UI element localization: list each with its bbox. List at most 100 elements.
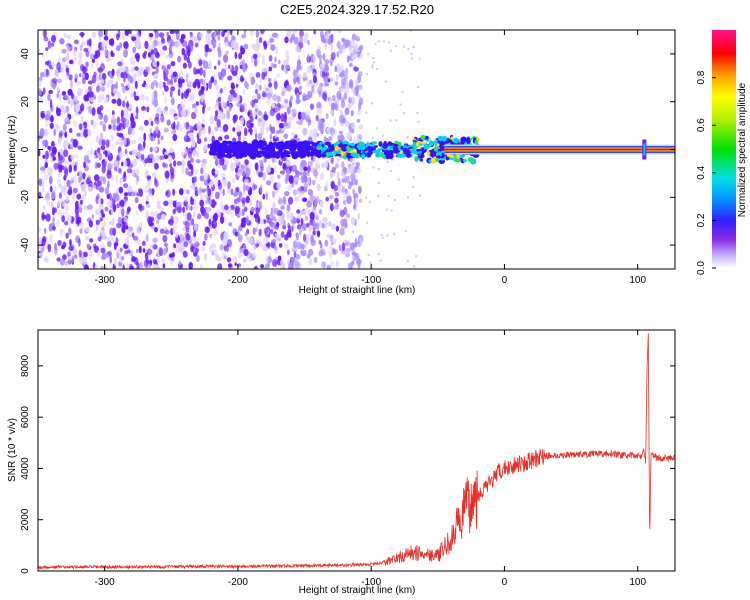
noise-mark xyxy=(297,65,302,70)
noise-mark xyxy=(208,198,213,206)
noise-mark xyxy=(40,72,45,78)
noise-mark xyxy=(246,82,249,90)
noise-mark xyxy=(158,247,164,257)
noise-mark xyxy=(307,209,311,216)
noise-mark xyxy=(189,220,193,227)
noise-mark xyxy=(341,44,346,54)
echo-mark xyxy=(248,147,253,154)
echo-mark xyxy=(284,140,289,147)
noise-mark xyxy=(327,30,331,34)
noise-mark xyxy=(357,244,360,247)
noise-mark xyxy=(188,203,192,212)
noise-mark xyxy=(245,185,250,191)
noise-mark xyxy=(270,44,276,51)
noise-mark xyxy=(299,35,303,44)
noise-mark xyxy=(339,71,345,78)
noise-mark xyxy=(83,251,88,258)
noise-mark xyxy=(324,41,328,50)
noise-mark xyxy=(262,172,266,181)
noise-mark xyxy=(74,200,80,210)
noise-mark xyxy=(159,155,165,161)
noise-mark xyxy=(330,52,336,60)
noise-mark xyxy=(252,53,258,60)
noise-mark xyxy=(135,210,139,216)
noise-mark xyxy=(276,112,281,121)
colorbar-tick-label: 0.4 xyxy=(696,165,707,179)
noise-mark xyxy=(46,197,50,207)
noise-mark xyxy=(308,225,314,231)
noise-mark xyxy=(340,134,344,141)
noise-mark xyxy=(254,126,258,134)
noise-mark xyxy=(278,122,285,129)
noise-mark xyxy=(55,106,59,113)
noise-mark xyxy=(119,254,123,264)
noise-mark xyxy=(238,52,243,60)
noise-mark xyxy=(306,200,313,208)
noise-mark xyxy=(320,62,325,69)
noise-mark xyxy=(166,64,171,70)
snr-ylabel: SNR (10 * v/v) xyxy=(7,418,18,482)
noise-mark xyxy=(234,231,238,237)
noise-mark xyxy=(95,59,99,68)
noise-mark xyxy=(131,191,136,197)
echo-mark xyxy=(436,151,442,157)
noise-mark xyxy=(192,211,196,219)
noise-mark xyxy=(146,248,153,255)
noise-mark xyxy=(352,43,359,51)
noise-mark xyxy=(52,146,57,155)
noise-mark xyxy=(307,177,311,185)
noise-mark xyxy=(382,40,386,43)
noise-mark xyxy=(147,256,151,261)
noise-mark xyxy=(209,180,214,187)
echo-mark xyxy=(234,144,238,147)
noise-mark xyxy=(219,244,224,251)
noise-mark xyxy=(329,96,332,104)
noise-mark xyxy=(326,127,330,133)
noise-mark xyxy=(303,233,307,243)
noise-mark xyxy=(241,58,246,68)
noise-mark xyxy=(284,111,287,119)
noise-mark xyxy=(246,120,252,129)
echo-mark xyxy=(387,141,393,147)
noise-mark xyxy=(305,109,311,116)
noise-mark xyxy=(66,70,70,76)
noise-mark xyxy=(195,247,199,253)
noise-mark xyxy=(351,230,355,233)
noise-mark xyxy=(284,191,290,197)
noise-mark xyxy=(239,104,245,113)
noise-mark xyxy=(336,40,341,49)
noise-mark xyxy=(83,161,86,169)
noise-mark xyxy=(72,187,78,194)
noise-mark xyxy=(218,136,223,141)
noise-mark xyxy=(192,103,196,109)
echo-mark xyxy=(276,141,283,146)
noise-mark xyxy=(104,186,110,195)
noise-mark xyxy=(200,78,206,86)
noise-mark xyxy=(56,200,62,208)
noise-mark xyxy=(97,147,101,154)
noise-mark xyxy=(322,53,326,61)
noise-mark xyxy=(341,242,346,252)
noise-mark xyxy=(55,73,59,78)
noise-mark xyxy=(193,223,198,232)
noise-mark xyxy=(122,85,126,94)
echo-mark xyxy=(333,143,337,146)
noise-mark xyxy=(228,104,232,112)
noise-mark xyxy=(338,244,342,252)
noise-mark xyxy=(52,217,55,223)
noise-mark xyxy=(137,39,142,47)
noise-mark xyxy=(101,255,107,260)
noise-mark xyxy=(170,89,173,98)
noise-mark xyxy=(150,120,154,127)
noise-mark xyxy=(254,44,260,52)
noise-mark xyxy=(204,44,210,53)
noise-mark xyxy=(107,151,111,156)
noise-mark xyxy=(193,199,197,205)
noise-mark xyxy=(98,36,102,41)
noise-mark xyxy=(306,65,312,73)
noise-mark xyxy=(53,162,59,170)
noise-mark xyxy=(123,118,130,128)
echo-mark xyxy=(374,153,381,158)
echo-mark xyxy=(282,151,289,157)
noise-mark xyxy=(172,200,177,208)
